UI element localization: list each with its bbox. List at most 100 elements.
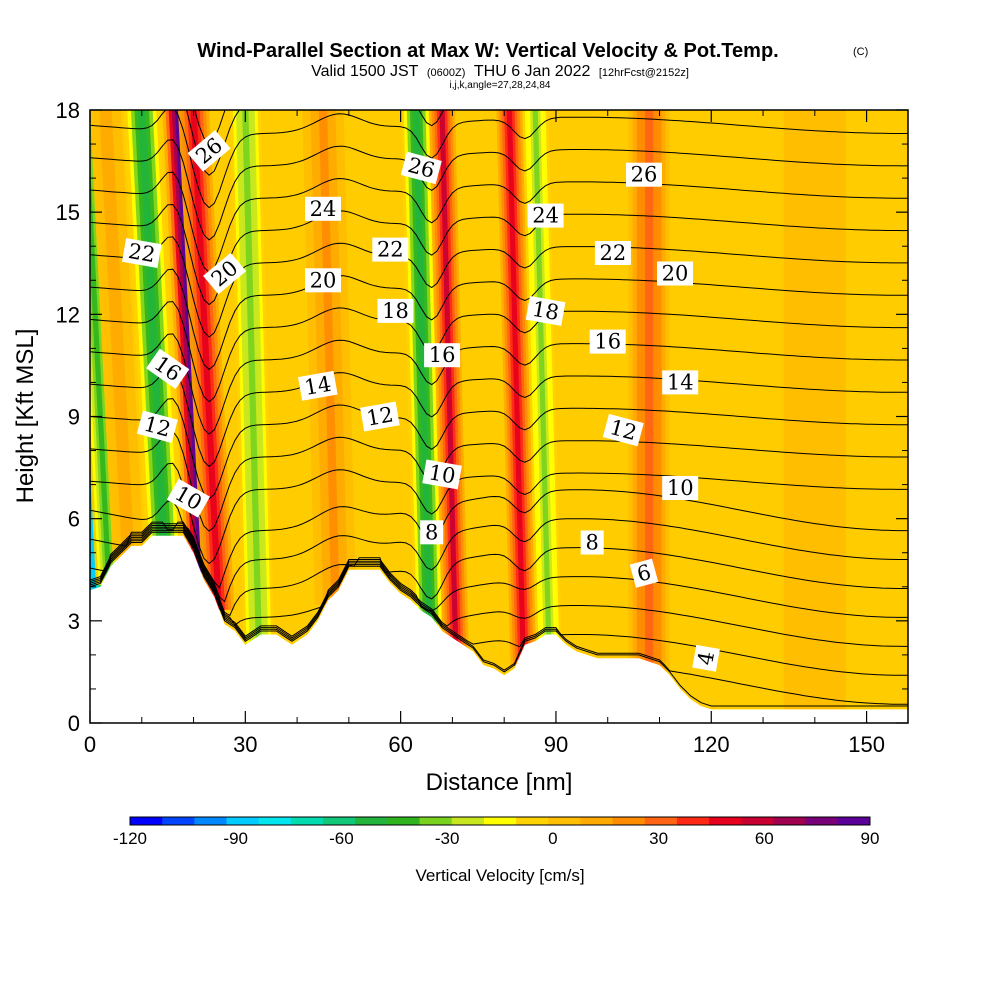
colorbar-tick-label: -90 [223,829,248,848]
colorbar-tick-label: 30 [649,829,668,848]
colorbar-swatch [483,817,517,825]
y-axis-label: Height [Kft MSL] [12,329,39,504]
terrain [90,535,908,723]
contour-label-text: 22 [377,238,404,262]
contour-label-text: 24 [532,204,559,228]
theta-contour [185,110,445,176]
theta-contour [90,462,908,565]
theta-contour [90,110,908,209]
colorbar-swatch [548,817,581,825]
colorbar: -120 -90 -60 -30 0 30 60 90 [113,816,880,848]
subtitle-date: THU 6 Jan 2022 [474,63,591,80]
contour-label-text: 6 [634,560,653,587]
subtitle-forecast: [12hrFcst@2152z] [599,67,689,79]
x-tick-label: 60 [388,732,412,757]
colorbar-swatch [709,817,742,825]
colorbar-tick-label: 60 [755,829,774,848]
y-tick-label: 12 [56,302,80,327]
theta-contour [90,531,908,707]
axes: 0 30 60 90 120 150 0 3 6 9 12 15 18 [56,98,908,757]
title-mark: (C) [853,46,868,58]
theta-contour [90,236,908,338]
velocity-band [102,110,132,561]
contour-label: 14 [297,370,338,401]
x-tick-label: 120 [693,732,730,757]
theta-contour [90,489,908,589]
contour-label-text: 18 [530,297,560,325]
subtitle-valid: Valid 1500 JST [311,63,419,80]
colorbar-swatch [419,817,453,825]
y-tick-label: 6 [68,507,80,532]
contour-label-text: 22 [600,241,627,265]
x-tick-label: 90 [544,732,568,757]
contour-label-text: 16 [429,343,456,367]
contour-label-text: 24 [310,197,337,221]
theta-contour [90,365,908,468]
colorbar-tick-label: 0 [548,829,557,848]
theta-contour [90,430,908,532]
y-tick-label: 18 [56,98,80,123]
colorbar-tick-label: -60 [329,829,354,848]
colorbar-swatch [612,817,646,825]
contour-label: 20 [305,268,341,293]
chart-subtitle: Valid 1500 JST (0600Z) THU 6 Jan 2022 [1… [311,63,689,80]
contour-label: 24 [527,203,564,228]
contour-label-text: 26 [631,163,658,187]
x-tick-label: 0 [84,732,96,757]
colorbar-swatch [741,817,774,825]
colorbar-swatch [676,817,710,825]
colorbar-swatch [194,817,228,825]
y-tick-label: 3 [68,609,80,634]
colorbar-swatch [130,817,163,825]
pot-temp-contours [90,0,908,707]
theta-contour [90,171,908,273]
subtitle-utc: (0600Z) [427,67,466,79]
colorbar-swatch [516,817,549,825]
contour-label: 12 [360,401,400,432]
colorbar-swatch [387,817,421,825]
contour-label: 4 [692,644,720,672]
contour-label: 22 [121,238,162,268]
theta-contour [90,139,908,241]
colorbar-label: Vertical Velocity [cm/s] [415,866,584,885]
contour-label: 18 [525,295,566,326]
x-axis-label: Distance [nm] [426,769,573,796]
contour-label: 14 [662,370,699,395]
colorbar-tick-label: -120 [113,829,147,848]
contour-label-text: 4 [693,650,719,667]
colorbar-tick-label: 90 [861,829,880,848]
x-tick-label: 150 [848,732,885,757]
contour-label-text: 10 [667,476,694,500]
y-tick-label: 0 [68,711,80,736]
colorbar-swatch [323,817,356,825]
colorbar-swatch [355,817,388,825]
contour-label-text: 20 [662,262,689,286]
contour-label: 10 [422,459,462,490]
theta-contour [90,528,908,676]
theta-contour [90,0,908,46]
y-tick-label: 9 [68,405,80,430]
contour-label: 16 [589,329,626,354]
contour-label: 18 [377,298,414,323]
velocity-band [644,110,654,672]
contour-label: 26 [626,162,662,187]
chart-subtitle-indices: i,j,k,angle=27,28,24,84 [450,80,551,91]
theta-contour [90,398,908,500]
contour-label: 8 [420,520,444,545]
velocity-band [506,110,527,666]
contour-label: 20 [203,252,247,295]
theta-contour [90,525,908,626]
contour-label-text: 8 [586,531,599,555]
theta-contour [90,268,908,371]
contour-label-text: 12 [365,402,395,430]
theta-contour [90,301,908,403]
contour-label: 22 [594,241,631,265]
colorbar-swatch [644,817,678,825]
contour-label-text: 8 [425,520,438,544]
theta-contour [90,333,908,435]
theta-contour [90,523,908,617]
colorbar-swatch [773,817,807,825]
contour-label-text: 10 [427,460,457,488]
